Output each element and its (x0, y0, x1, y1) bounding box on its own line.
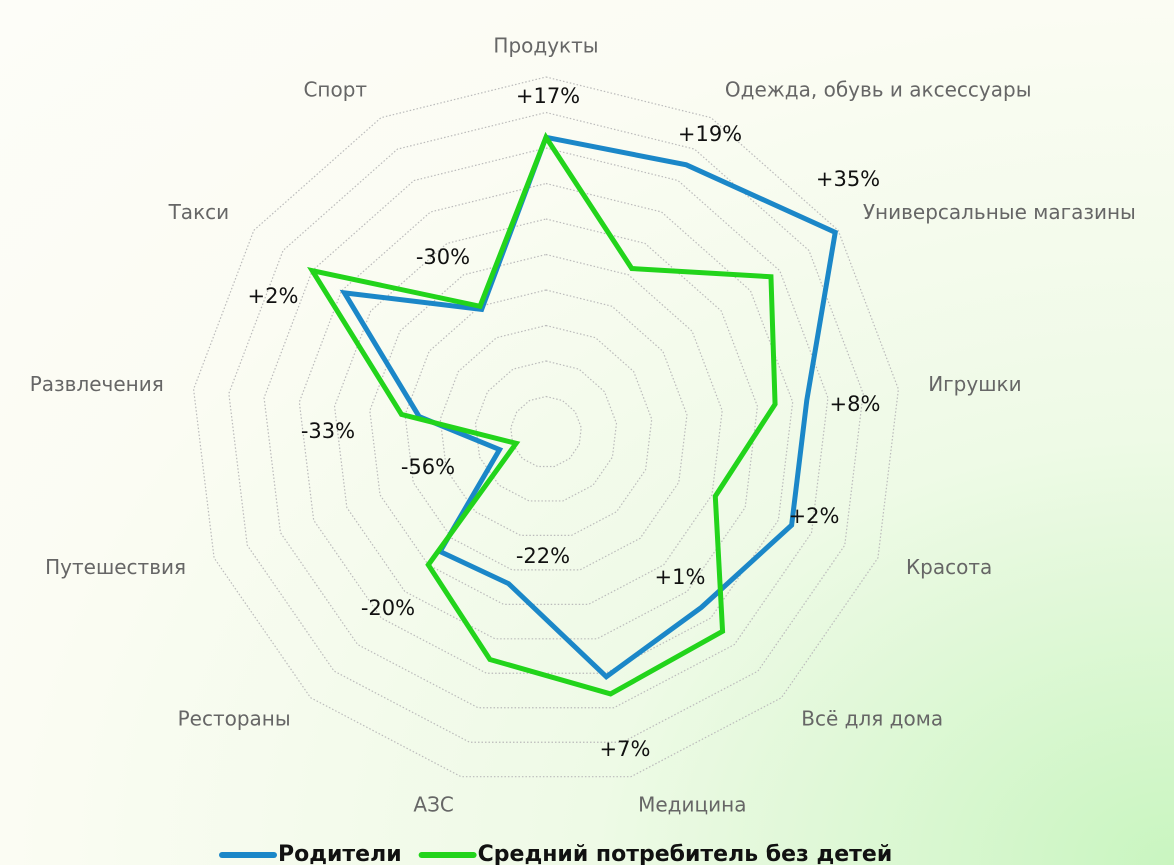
category-label: Продукты (493, 34, 598, 58)
annotation: -22% (516, 544, 570, 568)
grid-ring (192, 76, 900, 778)
category-label: Путешествия (45, 555, 186, 579)
annotation: +19% (678, 122, 742, 146)
category-label: АЗС (413, 792, 453, 816)
annotation: +8% (830, 392, 881, 416)
series-line (339, 134, 839, 680)
category-label: Одежда, обувь и аксессуары (725, 78, 1032, 102)
legend-label: Родители (278, 842, 402, 865)
grid-ring (333, 218, 759, 640)
category-label: Красота (906, 555, 992, 579)
annotation: -33% (301, 419, 355, 443)
grid-ring (263, 147, 829, 709)
annotation: -20% (361, 596, 415, 620)
category-label: Такси (168, 200, 230, 224)
annotation: -30% (416, 245, 470, 269)
annotation: +2% (789, 504, 840, 528)
grid-ring (404, 289, 688, 571)
grid-ring (510, 395, 582, 468)
grid-ring (474, 360, 618, 502)
category-label: Спорт (303, 78, 367, 102)
annotation: -56% (401, 455, 455, 479)
annotation: +2% (248, 284, 299, 308)
category-label: Всё для дома (801, 707, 943, 731)
legend-label: Средний потребитель без детей (478, 842, 893, 865)
category-label: Развлечения (30, 372, 164, 396)
category-label: Медицина (638, 792, 746, 816)
category-label: Рестораны (178, 707, 291, 731)
series-line (307, 131, 778, 697)
annotation: +7% (600, 737, 651, 761)
grid-ring (228, 111, 864, 743)
category-label: Игрушки (928, 372, 1021, 396)
annotation: +17% (516, 84, 580, 108)
annotation: +1% (655, 565, 706, 589)
annotation: +35% (816, 167, 880, 191)
category-label: Универсальные магазины (863, 200, 1136, 224)
